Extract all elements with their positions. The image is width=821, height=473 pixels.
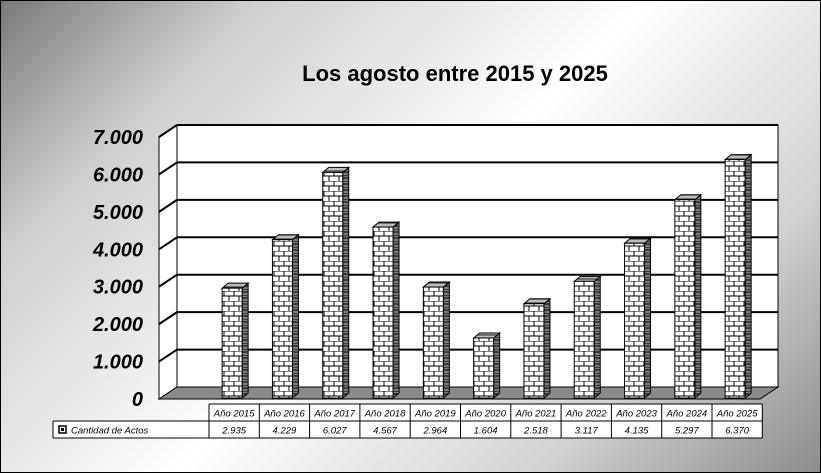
bar (421, 280, 451, 400)
x-tick-label: Año 2023 (615, 409, 657, 420)
bar-side (644, 237, 652, 400)
y-tick-label: 7.000 (93, 127, 143, 149)
bar-front (724, 159, 746, 399)
bar-front (624, 242, 646, 399)
bar (220, 282, 250, 400)
x-tick-label: Año 2025 (716, 409, 758, 420)
table-header-bg (209, 404, 763, 421)
bar-front (372, 226, 394, 399)
bar (371, 220, 401, 400)
y-axis: 0 1.000 2.000 3.000 4.000 5.000 6.000 7.000 (92, 127, 143, 411)
x-tick-label: Año 2019 (414, 409, 456, 420)
bar-side (342, 166, 350, 400)
bar-side (493, 331, 501, 400)
bar-front (523, 303, 545, 399)
data-label: 1.604 (474, 426, 498, 437)
data-label: 6.370 (725, 426, 749, 437)
gridline-side (158, 273, 178, 288)
y-tick-label: 3.000 (93, 277, 143, 299)
chart-title: Los agosto entre 2015 y 2025 (302, 61, 608, 86)
y-tick-label: 5.000 (93, 202, 143, 224)
bar-front (422, 286, 444, 399)
data-label: 2.518 (523, 426, 548, 437)
bar-side (543, 297, 551, 400)
y-tick-label: 0 (132, 389, 143, 411)
bar (723, 153, 753, 400)
legend-key (58, 425, 67, 434)
gridline-side (158, 124, 178, 138)
table-row-bg (53, 421, 763, 438)
legend-key-dot (61, 428, 64, 431)
x-tick-label: Año 2022 (565, 409, 607, 420)
floor (157, 386, 780, 400)
bar (572, 275, 602, 400)
x-tick-label: Año 2017 (313, 409, 355, 420)
data-label: 2.935 (221, 426, 246, 437)
y-tick-label: 4.000 (92, 239, 143, 261)
bar (673, 193, 703, 400)
bar-side (291, 233, 299, 400)
bar-side (442, 280, 450, 400)
data-table: Año 2015 Año 2016 Año 2017 Año 2018 Año 2019… (52, 403, 763, 439)
side-wall (158, 124, 178, 400)
data-label: 3.117 (575, 426, 599, 437)
gridline-side (158, 348, 178, 363)
x-tick-label: Año 2018 (364, 409, 406, 420)
gridline-side (158, 236, 178, 251)
gridline-side (158, 199, 178, 213)
data-label: 2.964 (422, 426, 447, 437)
data-label: 6.027 (323, 426, 347, 437)
bar-series (220, 153, 753, 400)
bar-side (392, 220, 400, 400)
bar (522, 297, 552, 400)
x-tick-label: Año 2016 (263, 409, 305, 420)
bar (321, 166, 351, 400)
y-tick-label: 1.000 (93, 352, 143, 374)
x-tick-label: Año 2015 (213, 409, 255, 420)
bar-side (241, 282, 249, 400)
data-label: 4.229 (273, 426, 297, 437)
bar (271, 233, 300, 400)
bar-front (573, 280, 595, 399)
x-tick-label: Año 2024 (666, 409, 708, 420)
gridline-side (158, 311, 178, 325)
bar-front (221, 287, 243, 399)
legend-label: Cantidad de Actos (71, 426, 149, 437)
bar-front (674, 199, 696, 399)
bar (472, 331, 502, 400)
y-tick-label: 6.000 (93, 164, 143, 186)
y-tick-label: 2.000 (92, 314, 143, 336)
bar-side (694, 193, 702, 400)
x-tick-label: Año 2020 (464, 409, 506, 420)
bar-front (271, 239, 293, 399)
data-label: 4.567 (373, 426, 397, 437)
bar-side (744, 153, 752, 400)
bar-front (322, 171, 344, 399)
bar-front (473, 337, 495, 399)
data-label: 5.297 (675, 426, 699, 437)
bar-side (593, 275, 601, 400)
bar (623, 237, 652, 400)
gridline-side (158, 161, 178, 176)
data-label: 4.135 (625, 426, 649, 437)
x-tick-label: Año 2021 (515, 409, 557, 420)
